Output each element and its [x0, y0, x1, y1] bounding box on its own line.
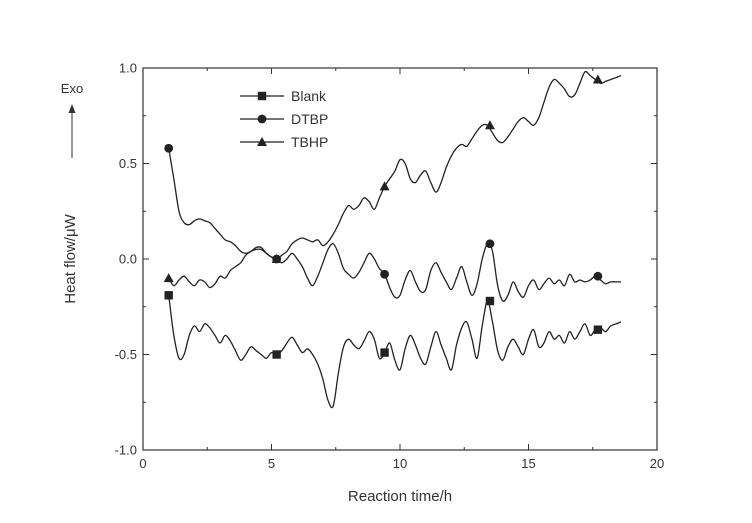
exo-label: Exo	[61, 81, 83, 96]
x-axis: 0 5 10 15 20	[139, 68, 664, 471]
x-axis-title: Reaction time/h	[348, 488, 452, 505]
y-tick-label: 0.0	[119, 252, 137, 267]
y-tick-label: 0.5	[119, 156, 137, 171]
marker-layer	[163, 74, 603, 359]
plot-frame	[142, 67, 658, 451]
y-axis-title: Heat flow/μW	[62, 213, 79, 303]
series-line-dtbp	[168, 148, 621, 302]
data-point-tbhp	[271, 254, 282, 263]
data-point-blank	[485, 296, 495, 306]
legend-marker-tbhp	[257, 137, 267, 146]
data-point-dtbp	[593, 271, 603, 281]
data-point-blank	[380, 348, 389, 357]
legend-label-tbhp: TBHP	[291, 134, 328, 150]
legend-label-blank: Blank	[291, 88, 327, 104]
y-tick-label: -0.5	[115, 347, 137, 362]
legend-marker-dtbp	[257, 114, 267, 124]
legend-item-blank: Blank	[240, 88, 327, 104]
data-point-tbhp	[592, 74, 603, 84]
data-point-tbhp	[379, 181, 390, 191]
legend-marker-blank	[257, 91, 267, 101]
x-tick-label: 5	[268, 456, 275, 471]
legend-item-tbhp: TBHP	[240, 134, 328, 150]
legend-label-dtbp: DTBP	[291, 111, 328, 127]
data-point-blank	[593, 325, 603, 334]
x-tick-label: 10	[393, 456, 407, 471]
y-tick-label: 1.0	[119, 61, 137, 76]
legend-item-dtbp: DTBP	[240, 111, 328, 127]
x-tick-label: 0	[139, 456, 146, 471]
exo-arrowhead-icon	[68, 104, 76, 113]
data-point-dtbp	[485, 239, 495, 249]
data-point-tbhp	[163, 273, 174, 283]
plot-area	[142, 67, 658, 451]
data-point-dtbp	[164, 143, 174, 153]
data-point-tbhp	[484, 120, 495, 130]
series-line-blank	[168, 295, 622, 409]
data-point-blank	[164, 291, 173, 300]
exo-annotation: Exo	[61, 81, 83, 158]
y-axis: -1.0 -0.5 0.0 0.5 1.0	[115, 61, 657, 458]
data-point-blank	[272, 350, 281, 359]
data-point-dtbp	[380, 269, 389, 279]
y-tick-label: -1.0	[115, 443, 137, 458]
legend: Blank DTBP TBHP	[240, 88, 328, 150]
series-line-tbhp	[168, 70, 622, 289]
x-tick-label: 20	[650, 456, 664, 471]
series-layer	[168, 70, 622, 409]
x-tick-label: 15	[521, 456, 535, 471]
